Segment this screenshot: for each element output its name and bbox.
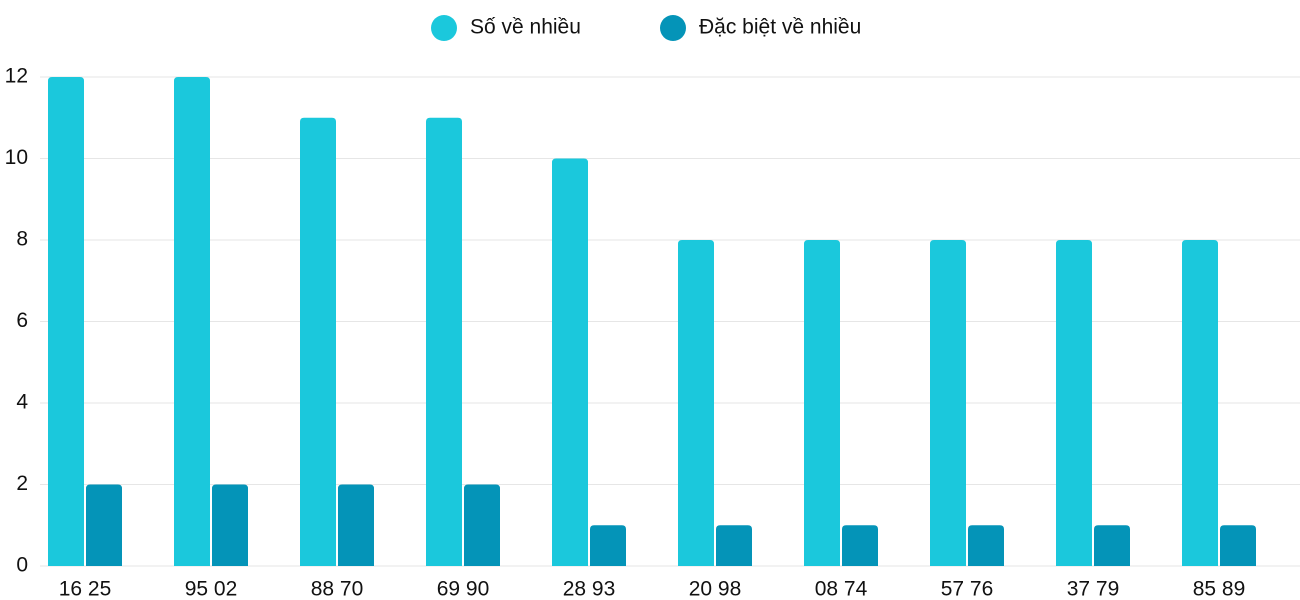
x-tick-label: 85 89 <box>1193 578 1246 600</box>
y-tick-label: 4 <box>16 391 28 414</box>
bar <box>300 117 336 566</box>
x-tick-label: 28 93 <box>563 578 616 600</box>
x-tick-label: 69 90 <box>437 578 490 600</box>
bar <box>678 240 714 566</box>
bar <box>464 484 500 566</box>
bar <box>338 484 374 566</box>
bar <box>1056 240 1092 566</box>
y-tick-label: 12 <box>5 65 28 88</box>
x-tick-label: 57 76 <box>941 578 994 600</box>
bar <box>716 525 752 566</box>
x-tick-label: 20 98 <box>689 578 742 600</box>
y-tick-label: 0 <box>16 554 28 577</box>
bar <box>174 77 210 566</box>
bar <box>426 117 462 566</box>
bar <box>1182 240 1218 566</box>
bar <box>1094 525 1130 566</box>
y-tick-label: 8 <box>16 228 28 251</box>
bar <box>590 525 626 566</box>
x-tick-label: 16 25 <box>59 578 112 600</box>
x-tick-label: 95 02 <box>185 578 238 600</box>
y-tick-label: 2 <box>16 472 28 495</box>
legend-label: Số về nhiều <box>470 16 581 39</box>
legend: Số về nhiều Đặc biệt về nhiều <box>431 15 861 41</box>
bar <box>212 484 248 566</box>
x-tick-label: 08 74 <box>815 578 868 600</box>
legend-label: Đặc biệt về nhiều <box>699 16 861 39</box>
legend-marker <box>431 15 457 41</box>
bar <box>1220 525 1256 566</box>
bar <box>842 525 878 566</box>
y-tick-label: 10 <box>5 146 28 169</box>
y-tick-label: 6 <box>16 309 28 332</box>
legend-marker <box>660 15 686 41</box>
bar <box>552 158 588 566</box>
bar <box>48 77 84 566</box>
x-tick-label: 37 79 <box>1067 578 1120 600</box>
bar <box>804 240 840 566</box>
bar <box>968 525 1004 566</box>
x-tick-label: 88 70 <box>311 578 364 600</box>
bar <box>930 240 966 566</box>
bar <box>86 484 122 566</box>
